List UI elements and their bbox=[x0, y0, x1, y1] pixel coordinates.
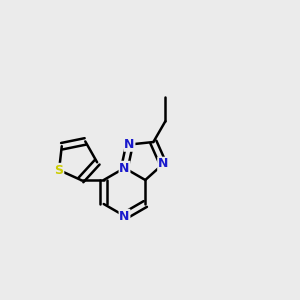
Text: S: S bbox=[55, 164, 64, 177]
Text: N: N bbox=[158, 158, 168, 170]
Text: N: N bbox=[124, 138, 135, 151]
Text: N: N bbox=[119, 209, 130, 223]
Text: N: N bbox=[119, 161, 130, 175]
